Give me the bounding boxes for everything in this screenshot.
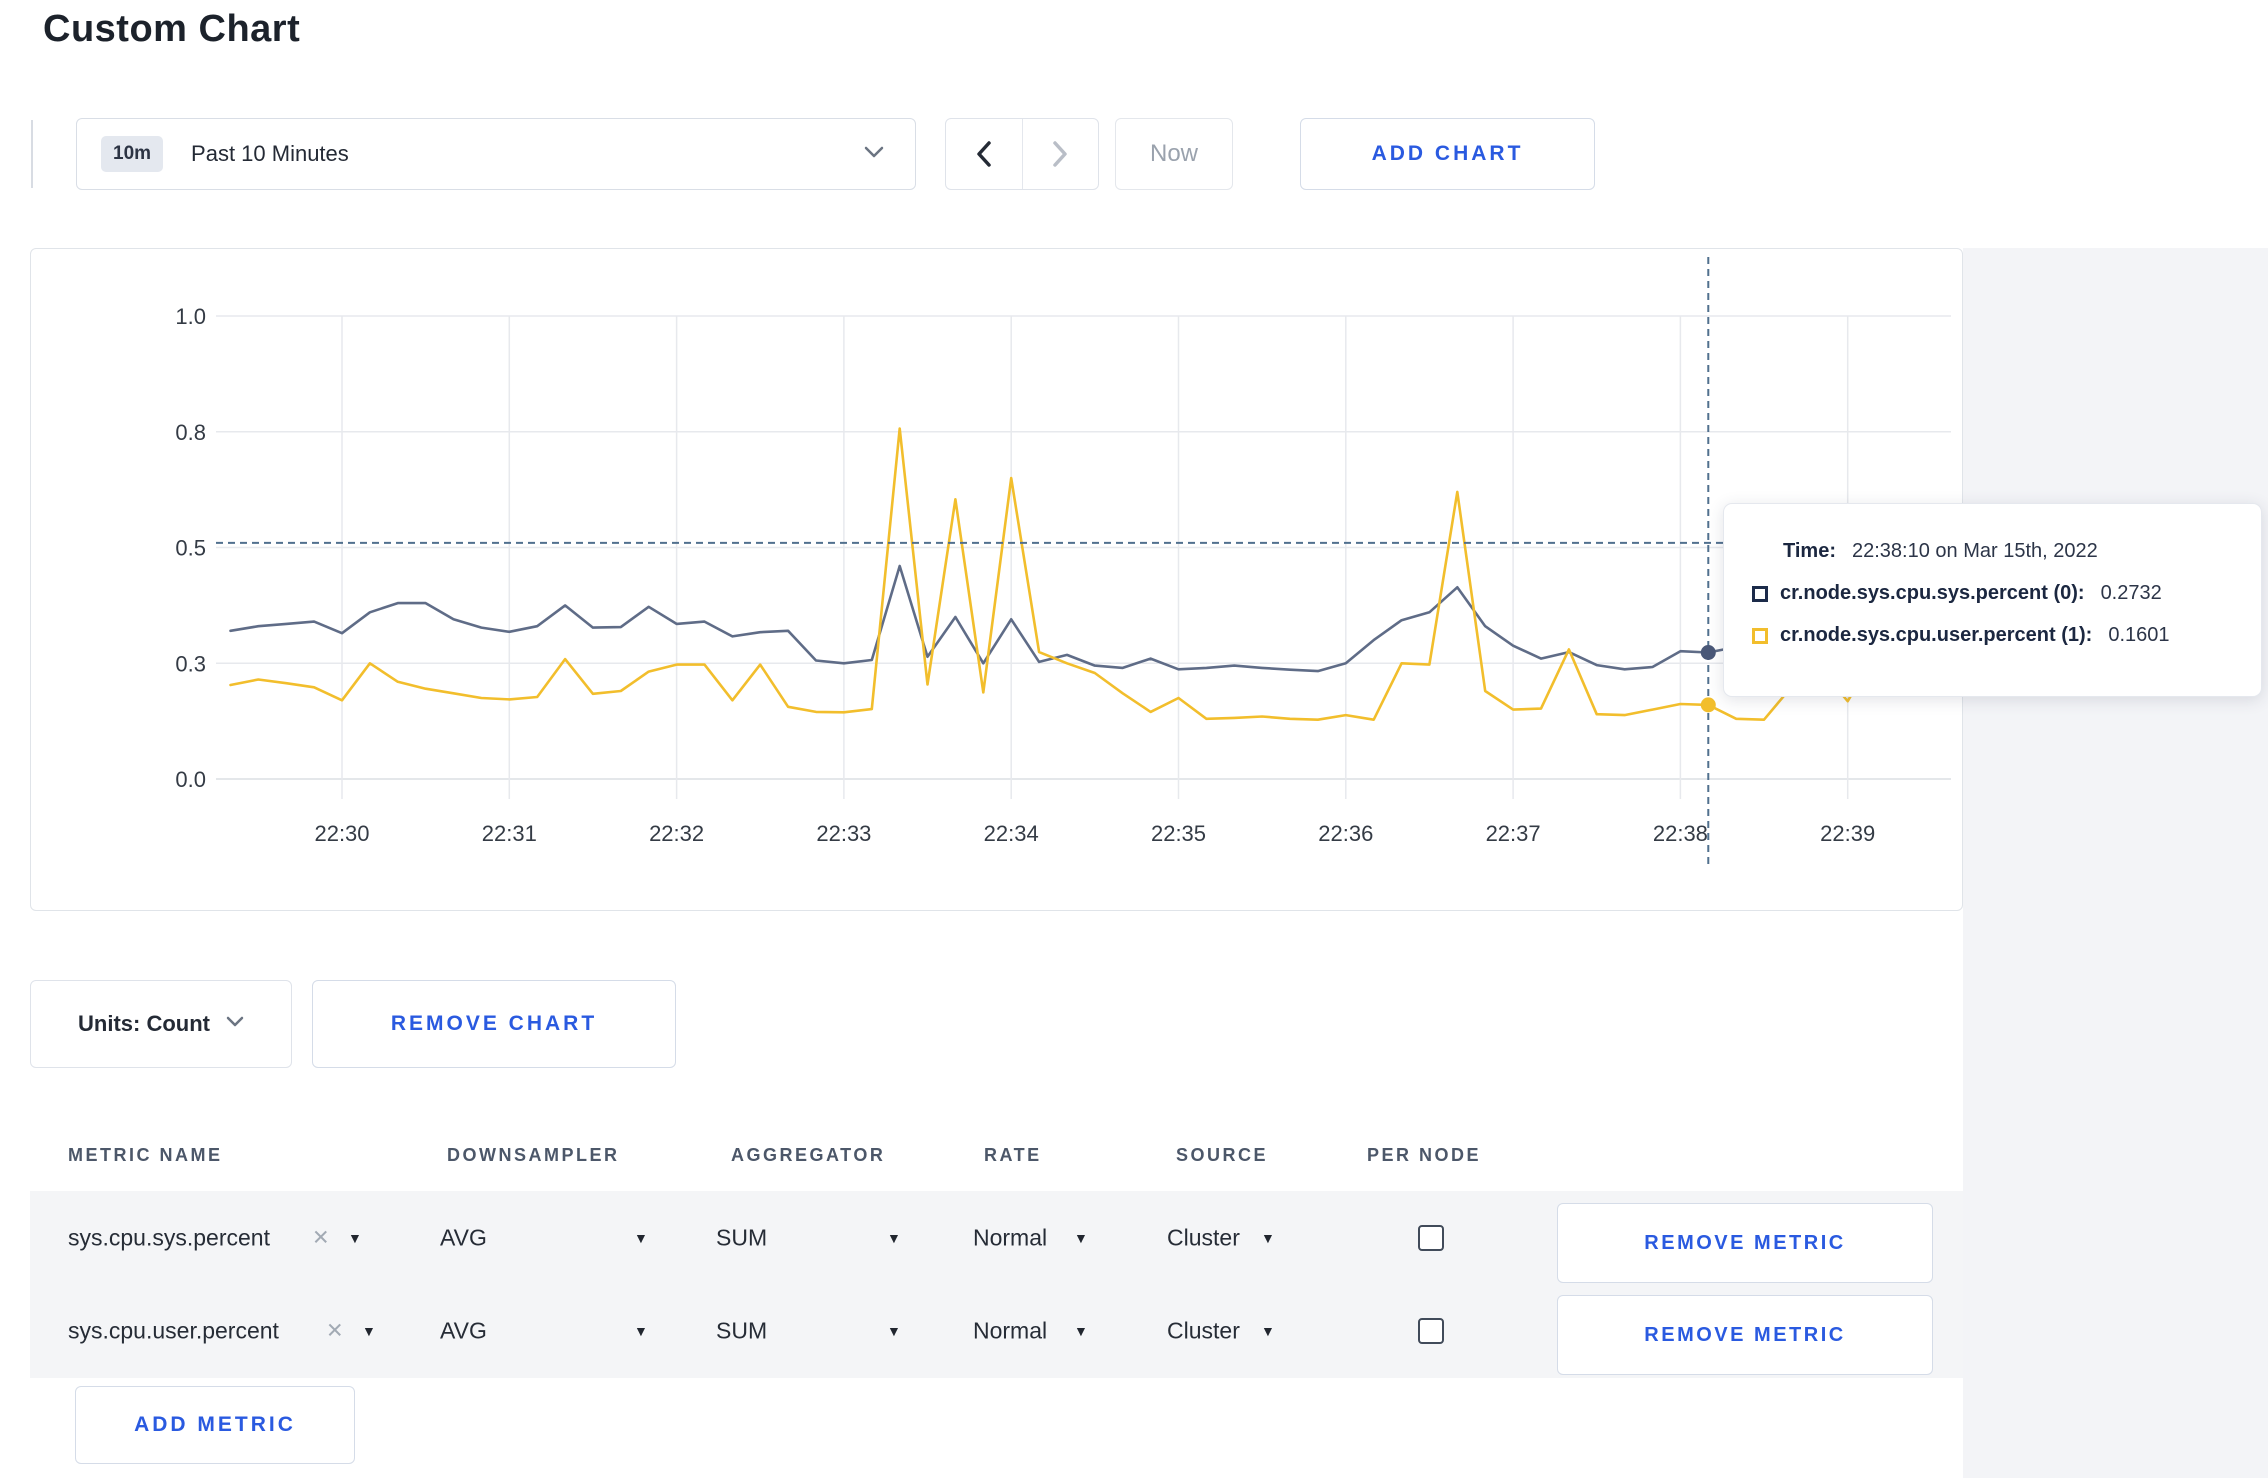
time-window-select[interactable]: 10m Past 10 Minutes (76, 118, 916, 190)
downsampler-select[interactable]: AVG (440, 1224, 487, 1250)
col-header-source: SOURCE (1176, 1145, 1269, 1165)
metrics-rows-band: sys.cpu.sys.percent ✕ ▼ AVG ▼ SUM ▼ Norm… (30, 1191, 1963, 1378)
col-header-metric-name: METRIC NAME (68, 1145, 223, 1165)
page-title: Custom Chart (43, 8, 301, 50)
tooltip-series-label: cr.node.sys.cpu.user.percent (1): (1780, 624, 2093, 646)
col-header-per-node: PER NODE (1367, 1145, 1482, 1165)
per-node-checkbox[interactable] (1418, 1224, 1444, 1251)
time-back-button[interactable] (946, 119, 1022, 189)
aggregator-select[interactable]: SUM (716, 1224, 768, 1250)
source-select[interactable]: Cluster (1167, 1224, 1240, 1250)
sys-series-swatch-icon (1752, 585, 1768, 602)
source-select[interactable]: Cluster (1167, 1317, 1240, 1343)
remove-metric-button[interactable]: REMOVE METRIC (1557, 1203, 1933, 1283)
metrics-table-header: METRIC NAME DOWNSAMPLER AGGREGATOR RATE … (30, 1121, 1963, 1191)
source-caret-icon[interactable]: ▼ (1261, 1322, 1275, 1339)
svg-text:22:36: 22:36 (1318, 821, 1373, 846)
tooltip-series-value: 0.2732 (2100, 582, 2162, 604)
tooltip-series-row: cr.node.sys.cpu.user.percent (1): 0.1601 (1752, 624, 2261, 647)
metric-name-value[interactable]: sys.cpu.sys.percent (68, 1224, 270, 1250)
time-nav-group (945, 118, 1099, 190)
remove-chart-button[interactable]: REMOVE CHART (312, 980, 676, 1068)
svg-text:0.3: 0.3 (175, 651, 206, 676)
metric-name-value[interactable]: sys.cpu.user.percent (68, 1317, 279, 1343)
add-chart-button[interactable]: ADD CHART (1300, 118, 1595, 190)
svg-text:0.5: 0.5 (175, 536, 206, 561)
aggregator-caret-icon[interactable]: ▼ (887, 1229, 901, 1246)
svg-text:22:34: 22:34 (984, 821, 1039, 846)
now-button[interactable]: Now (1115, 118, 1233, 190)
rate-caret-icon[interactable]: ▼ (1074, 1322, 1088, 1339)
downsampler-caret-icon[interactable]: ▼ (634, 1229, 648, 1246)
rate-select[interactable]: Normal (973, 1224, 1048, 1250)
svg-text:22:32: 22:32 (649, 821, 704, 846)
col-header-downsampler: DOWNSAMPLER (447, 1145, 620, 1165)
tooltip-time-label: Time: (1783, 540, 1836, 562)
clear-metric-icon[interactable]: ✕ (312, 1226, 330, 1249)
downsampler-caret-icon[interactable]: ▼ (634, 1322, 648, 1339)
clear-metric-icon[interactable]: ✕ (326, 1319, 344, 1342)
add-metric-button[interactable]: ADD METRIC (75, 1386, 355, 1464)
metric-row: sys.cpu.user.percent ✕ ▼ AVG ▼ SUM ▼ Nor… (30, 1284, 1963, 1377)
svg-text:22:37: 22:37 (1486, 821, 1541, 846)
time-forward-button[interactable] (1021, 119, 1099, 189)
rate-caret-icon[interactable]: ▼ (1074, 1229, 1088, 1246)
aggregator-select[interactable]: SUM (716, 1317, 768, 1343)
chevron-down-icon (226, 1015, 244, 1033)
col-header-rate: RATE (984, 1145, 1042, 1165)
tooltip-time-value: 22:38:10 on Mar 15th, 2022 (1851, 540, 2098, 562)
col-header-aggregator: AGGREGATOR (731, 1145, 886, 1165)
page-right-gutter (1963, 248, 2268, 1478)
downsampler-select[interactable]: AVG (440, 1317, 487, 1343)
svg-text:22:31: 22:31 (482, 821, 537, 846)
tooltip-series-label: cr.node.sys.cpu.sys.percent (0): (1780, 582, 2085, 604)
source-caret-icon[interactable]: ▼ (1261, 1229, 1275, 1246)
rate-select[interactable]: Normal (973, 1317, 1048, 1343)
per-node-checkbox[interactable] (1418, 1317, 1444, 1344)
metric-row: sys.cpu.sys.percent ✕ ▼ AVG ▼ SUM ▼ Norm… (30, 1191, 1963, 1284)
line-chart[interactable]: 0.0 0.3 0.5 0.8 1.0 22:30 22:31 22:32 22:33 22:34… (31, 249, 1961, 909)
units-label: Units: Count (78, 1011, 210, 1036)
chart-hover-tooltip: Time: 22:38:10 on Mar 15th, 2022 cr.node… (1723, 503, 2262, 697)
svg-text:22:35: 22:35 (1151, 821, 1206, 846)
svg-text:0.0: 0.0 (175, 767, 206, 792)
units-select[interactable]: Units: Count (30, 980, 292, 1068)
svg-text:1.0: 1.0 (175, 304, 206, 329)
tooltip-series-value: 0.1601 (2108, 624, 2170, 646)
remove-metric-button[interactable]: REMOVE METRIC (1557, 1295, 1933, 1375)
svg-text:22:39: 22:39 (1820, 821, 1875, 846)
metric-dropdown-caret-icon[interactable]: ▼ (362, 1322, 376, 1339)
metrics-table: METRIC NAME DOWNSAMPLER AGGREGATOR RATE … (30, 1121, 1963, 1478)
toolbar-divider (31, 120, 33, 188)
svg-text:22:30: 22:30 (314, 821, 369, 846)
tooltip-time-row: Time: 22:38:10 on Mar 15th, 2022 (1752, 540, 2261, 563)
svg-text:22:38: 22:38 (1653, 821, 1708, 846)
user-series-swatch-icon (1752, 627, 1768, 644)
svg-text:0.8: 0.8 (175, 420, 206, 445)
time-window-label: Past 10 Minutes (191, 141, 349, 166)
aggregator-caret-icon[interactable]: ▼ (887, 1322, 901, 1339)
chart-card: 0.0 0.3 0.5 0.8 1.0 22:30 22:31 22:32 22:33 22:34… (30, 248, 1963, 911)
time-window-badge: 10m (101, 136, 164, 172)
chevron-down-icon (863, 145, 885, 164)
metric-dropdown-caret-icon[interactable]: ▼ (348, 1229, 362, 1246)
tooltip-series-row: cr.node.sys.cpu.sys.percent (0): 0.2732 (1752, 582, 2261, 605)
svg-text:22:33: 22:33 (816, 821, 871, 846)
